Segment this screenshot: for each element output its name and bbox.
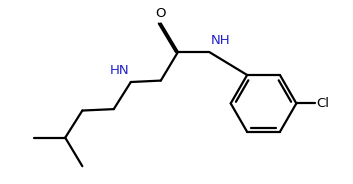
Text: HN: HN bbox=[110, 64, 130, 77]
Text: O: O bbox=[156, 7, 166, 20]
Text: NH: NH bbox=[211, 34, 231, 47]
Text: Cl: Cl bbox=[316, 97, 329, 110]
